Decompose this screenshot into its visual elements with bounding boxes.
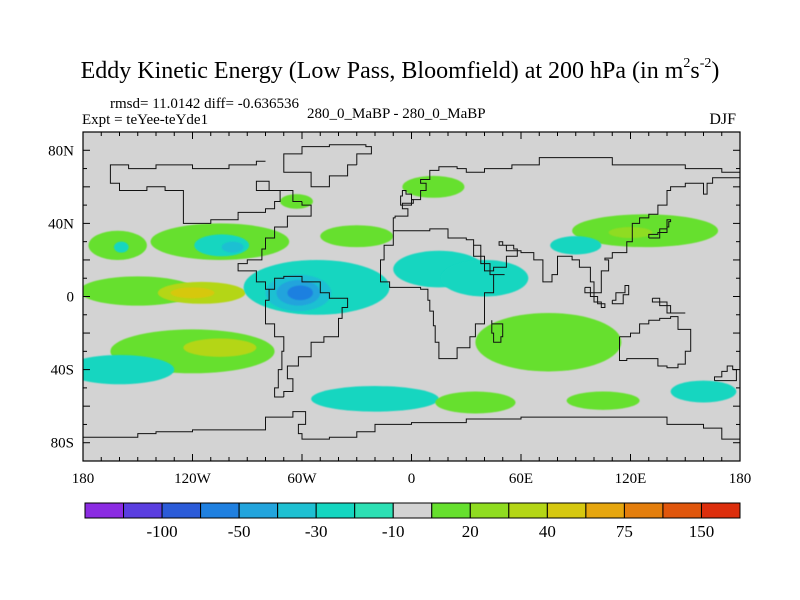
y-tick-label: 40N	[48, 216, 74, 232]
colorbar-swatch	[508, 502, 548, 519]
coastline-3	[269, 275, 349, 397]
coastline-4	[109, 160, 266, 224]
coastline-16	[651, 297, 686, 314]
colorbar-swatch	[392, 502, 433, 519]
field-teal-band-asia	[440, 259, 529, 297]
colorbar-label: -30	[305, 522, 328, 541]
chart-title: Eddy Kinetic Energy (Low Pass, Bloomfiel…	[0, 56, 800, 85]
title-unit-sup1: 2	[683, 56, 691, 71]
colorbar-label: 40	[539, 522, 556, 541]
x-axis: 180 120W 60W 0 60E 120E 180	[72, 132, 752, 487]
y-axis: 80N 40N 0 40S 80S	[48, 131, 740, 462]
field-n-atlantic-green	[320, 225, 394, 248]
x-tick-label: 120W	[174, 471, 212, 487]
field-indian-ocean-green	[475, 312, 622, 372]
colorbar-swatch	[585, 502, 625, 519]
coastline-14	[584, 286, 606, 308]
center-subtitle: 280_0_MaBP - 280_0_MaBP	[307, 106, 486, 122]
coastline-15	[611, 285, 630, 305]
title-tail: )	[711, 58, 720, 84]
x-tick-label: 0	[408, 471, 416, 487]
y-tick-label: 40S	[51, 363, 74, 379]
colorbar-label: 20	[462, 522, 479, 541]
x-tick-label: 180	[72, 471, 95, 487]
colorbar: -100 -50 -30 -10 20 40 75 150	[84, 502, 741, 541]
colorbar-label: -100	[146, 522, 177, 541]
colorbar-swatch	[161, 502, 202, 519]
y-tick-label: 80N	[48, 143, 74, 159]
field-s-pacific-yellow	[183, 338, 257, 357]
coastline-0	[237, 180, 302, 217]
colorbar-swatch	[469, 502, 510, 519]
field-s-ocean-green-a	[435, 391, 516, 414]
season-label: DJF	[709, 111, 736, 128]
colorbar-swatch	[662, 502, 702, 519]
expt-text: Expt = teYee-teYde1	[82, 112, 209, 128]
coastline-1	[237, 201, 312, 290]
colorbar-swatch	[200, 502, 240, 519]
colorbar-swatch	[123, 502, 163, 519]
field-s-ocean-green-b	[566, 391, 640, 410]
colorbar-swatch	[238, 502, 279, 519]
y-tick-label: 0	[67, 290, 75, 306]
coastline-8	[473, 177, 740, 294]
colorbar-label: 75	[616, 522, 633, 541]
field-s-pacific-teal	[83, 354, 175, 385]
rmsd-text: rmsd= 11.0142 diff= -0.636536	[110, 96, 299, 112]
title-unit-mid: s	[690, 58, 700, 84]
coastline-12	[648, 219, 672, 239]
field-s-ocean-teal	[311, 386, 439, 412]
colorbar-swatch	[546, 502, 587, 519]
colorbar-swatch	[354, 502, 394, 519]
x-tick-label: 60E	[509, 471, 533, 487]
coastline-10	[714, 365, 737, 382]
colorbar-swatch	[623, 502, 664, 519]
coastline-17	[491, 320, 504, 343]
y-tick-label: 80S	[51, 436, 74, 452]
colorbar-swatch	[431, 502, 471, 519]
field-n-pacific-west-blue	[114, 241, 129, 253]
x-tick-label: 60W	[287, 471, 317, 487]
x-tick-label: 180	[729, 471, 752, 487]
colorbar-label: -10	[382, 522, 405, 541]
field-e-asia-teal	[550, 236, 602, 255]
coastline-6	[392, 157, 740, 231]
contour-fields	[83, 175, 737, 414]
colorbar-swatch	[84, 502, 125, 519]
colorbar-swatch	[277, 502, 317, 519]
title-main: Eddy Kinetic Energy (Low Pass, Bloomfiel…	[80, 58, 684, 84]
title-unit-sup2: -2	[699, 56, 712, 71]
field-eq-west-yellow-deep	[170, 287, 215, 299]
field-blue-core-deep	[287, 285, 313, 301]
field-n-pacific-center-blue	[221, 241, 244, 253]
coastline-9	[619, 316, 692, 369]
coastline-13	[400, 190, 414, 206]
colorbar-swatch	[700, 502, 741, 519]
colorbar-swatch	[315, 502, 356, 519]
coastline-2	[265, 289, 285, 398]
coastline-7	[380, 228, 505, 360]
x-tick-label: 120E	[615, 471, 647, 487]
coastline-11	[83, 411, 740, 440]
colorbar-label: -50	[228, 522, 251, 541]
colorbar-label: 150	[689, 522, 715, 541]
field-e-asia-jet-core	[608, 227, 653, 239]
field-arctic-green	[402, 175, 465, 198]
field-s-ocean-teal-east	[670, 380, 737, 403]
coastlines	[83, 144, 740, 440]
coastline-5	[283, 144, 372, 188]
